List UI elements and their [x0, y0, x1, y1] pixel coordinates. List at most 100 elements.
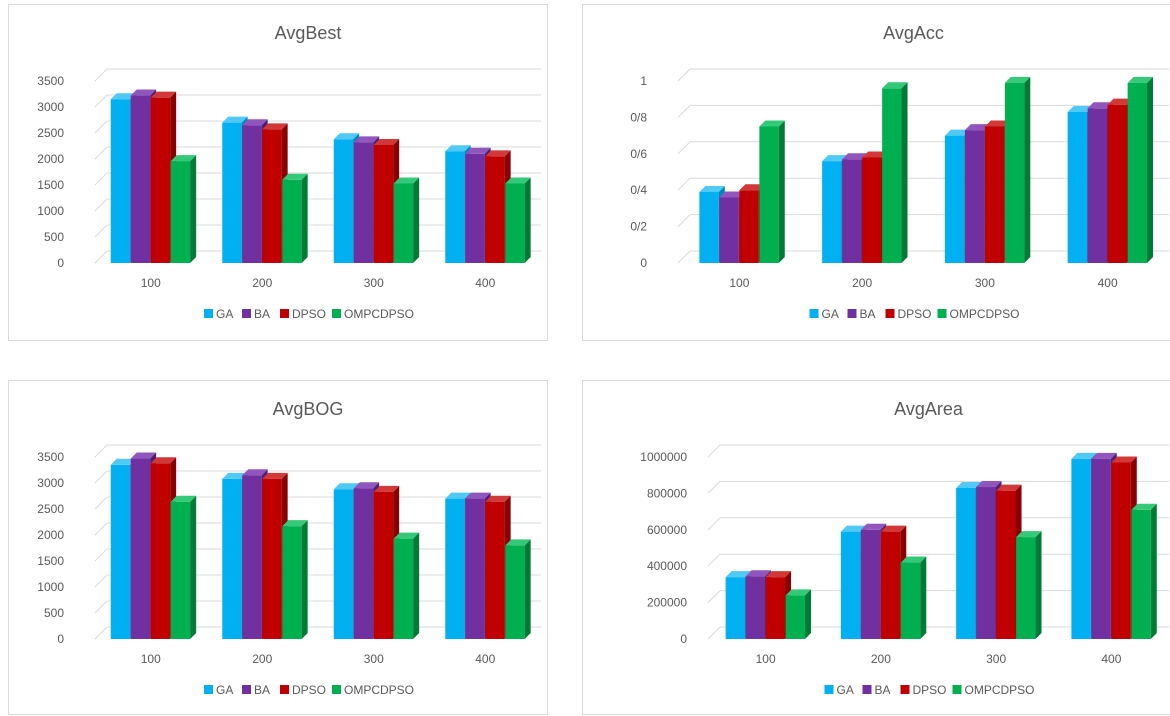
bar-top [1111, 456, 1137, 463]
bar-top [393, 177, 420, 184]
bar-top [956, 481, 982, 488]
legend-swatch-ompcdpso [332, 685, 341, 694]
bar-top [262, 472, 288, 479]
bar-top [505, 177, 531, 184]
bar-ompcdpso-100 [759, 120, 785, 263]
bar-front [333, 139, 354, 263]
bar-top [882, 82, 908, 89]
bar-ompcdpso-300 [393, 177, 420, 263]
bar-side [190, 495, 197, 639]
chart-panel-avgacc: AvgAcc 0 0/2 0/4 0/6 0/8 1 100 200 300 400 GA BA DPSO… [582, 4, 1170, 341]
bar-top [1107, 98, 1134, 105]
bar-ompcdpso-400 [1131, 503, 1157, 639]
bar-side [413, 177, 420, 263]
legend-label-ba: BA [875, 683, 891, 697]
bar-top [353, 482, 380, 489]
y-tick-label: 1000 [37, 580, 64, 594]
bar-top [964, 124, 991, 131]
bar-top [840, 525, 867, 532]
bar-front [485, 156, 505, 263]
x-tick-label: 300 [986, 652, 1006, 666]
chart-avgarea: AvgArea 0 200000 400000 600000 800000 1000000 1… [640, 399, 1169, 697]
x-tick-label: 300 [364, 276, 384, 290]
bar-front [262, 129, 282, 263]
y-tick-label: 0/4 [630, 183, 647, 197]
bar-top [445, 145, 471, 152]
bar-top [242, 469, 268, 476]
x-tick-label: 400 [1098, 276, 1118, 290]
bar-top [445, 492, 471, 499]
bar-ompcdpso-400 [505, 177, 531, 263]
bar-front [222, 122, 242, 263]
legend-swatch-dpso [280, 309, 289, 318]
y-tick-label: 3500 [37, 450, 64, 464]
y-tick-label: 800000 [647, 486, 687, 500]
bar-top [880, 525, 907, 532]
bar-top [1127, 76, 1154, 83]
bar-top [699, 186, 725, 193]
bar-top [976, 481, 1002, 488]
bar-front [393, 538, 414, 639]
bar-side [413, 532, 420, 639]
x-tick-label: 100 [141, 276, 161, 290]
bar-top [1091, 452, 1117, 459]
bar-top [822, 155, 848, 162]
legend-label-dpso: DPSO [913, 683, 947, 697]
bar-top [465, 147, 491, 154]
legend-label-ompcdpso: OMPCDPSO [344, 307, 414, 321]
bar-front [282, 526, 302, 639]
y-tick-label: 1500 [37, 554, 64, 568]
bar-top [505, 539, 531, 546]
bar-front [765, 577, 786, 639]
bar-side [1147, 76, 1154, 263]
y-tick-label: 0 [640, 256, 647, 270]
bar-front [445, 151, 465, 263]
gridline-depth [677, 177, 691, 191]
y-tick-label: 0 [57, 632, 64, 646]
gridline-depth [94, 548, 108, 562]
bar-ompcdpso-200 [900, 556, 927, 639]
y-tick-label: 2500 [37, 126, 64, 140]
bar-front [976, 487, 996, 639]
chart-panel-avgbest: AvgBest 0 500 1000 1500 2000 2500 3000 3500 100 20… [8, 4, 548, 341]
legend-label-dpso: DPSO [292, 307, 326, 321]
bar-front [1004, 82, 1025, 263]
legend-swatch-ompcdpso [937, 309, 947, 318]
bar-front [822, 161, 842, 263]
bar-front [110, 464, 131, 639]
bar-front [485, 501, 505, 639]
bar-front [862, 157, 882, 263]
bar-front [699, 192, 719, 263]
bar-ompcdpso-100 [170, 155, 197, 263]
x-tick-label: 400 [475, 276, 495, 290]
bar-top [262, 123, 288, 130]
bar-top [745, 570, 772, 577]
gridline-depth [94, 146, 108, 160]
chart-title: AvgBest [275, 23, 342, 43]
y-tick-label: 400000 [647, 559, 687, 573]
bar-front [1131, 509, 1151, 639]
bar-top [222, 116, 248, 123]
legend-swatch-ba [862, 685, 872, 694]
bar-ompcdpso-400 [505, 539, 531, 639]
gridline-depth [677, 105, 691, 118]
chart-avgbest: AvgBest 0 500 1000 1500 2000 2500 3000 3500 100 20… [37, 23, 541, 321]
bar-front [1087, 108, 1108, 263]
bar-top [485, 495, 511, 502]
legend-label-ga: GA [822, 307, 839, 321]
bar-front [170, 501, 191, 639]
bar-top [739, 184, 765, 191]
gridline-depth [94, 172, 108, 186]
bar-ompcdpso-200 [282, 520, 308, 639]
y-tick-label: 0 [680, 632, 687, 646]
bar-front [719, 197, 739, 263]
legend-swatch-ga [824, 685, 834, 694]
y-tick-label: 2000 [37, 528, 64, 542]
legend-label-ba: BA [254, 307, 270, 321]
bar-side [524, 539, 531, 639]
y-tick-label: 3000 [37, 476, 64, 490]
bar-front [130, 458, 151, 639]
bar-front [1091, 458, 1111, 639]
x-tick-label: 300 [364, 652, 384, 666]
bar-top [110, 93, 137, 100]
